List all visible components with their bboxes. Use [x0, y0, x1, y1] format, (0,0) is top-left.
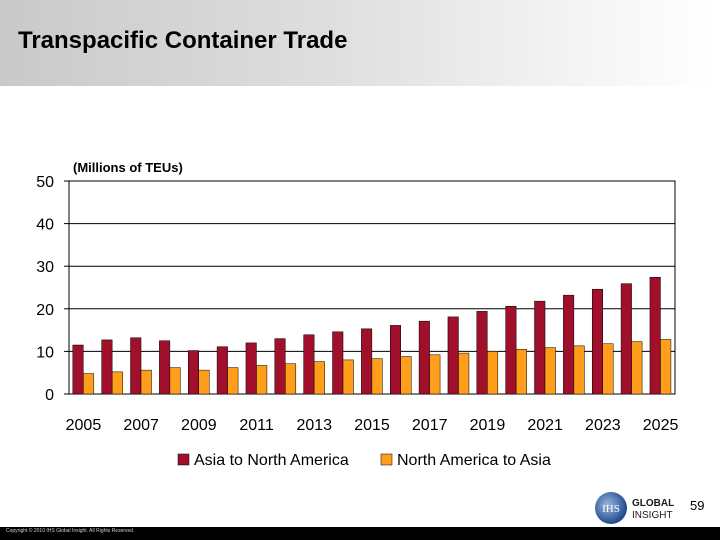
x-tick-label: 2015 [354, 417, 390, 434]
bar [660, 339, 672, 395]
y-tick-label: 20 [36, 302, 54, 319]
logo-badge: IHS [602, 503, 620, 515]
bar [256, 365, 268, 395]
bar [631, 341, 643, 395]
bar [159, 340, 171, 395]
legend-swatch [380, 453, 393, 466]
page-number: 59 [690, 498, 705, 513]
bar [476, 311, 488, 395]
bar [534, 300, 546, 395]
bar [429, 354, 441, 395]
bar [591, 288, 603, 395]
legend-label: Asia to North America [194, 452, 349, 469]
x-tick-label: 2017 [412, 417, 448, 434]
bar [487, 351, 499, 395]
copyright-text: Copyright © 2010 IHS Global Insight. All… [6, 528, 135, 534]
globe-icon [595, 492, 627, 524]
x-tick-label: 2007 [123, 417, 159, 434]
bar [72, 344, 84, 395]
x-tick-label: 2011 [239, 417, 274, 434]
x-tick-label: 2005 [66, 417, 102, 434]
bar [371, 358, 383, 395]
bar [544, 347, 556, 395]
y-tick-label: 10 [36, 344, 54, 361]
x-tick-label: 2025 [643, 417, 679, 434]
bar [227, 367, 239, 395]
bar [169, 367, 181, 395]
bar [447, 316, 459, 395]
bar [198, 369, 210, 395]
bar [400, 356, 412, 395]
y-tick-label: 0 [45, 387, 54, 404]
bar [245, 342, 257, 395]
bar [620, 283, 632, 395]
bar [418, 320, 430, 395]
bar [458, 352, 470, 395]
x-tick-label: 2013 [296, 417, 332, 434]
bar [361, 328, 373, 395]
slide-title: Transpacific Container Trade [18, 27, 348, 54]
bar [216, 346, 228, 395]
x-tick-label: 2023 [585, 417, 621, 434]
y-tick-label: 40 [36, 217, 54, 234]
bar-chart: 0 10 20 30 40 50 (Millions of TEUs) 2005 2007 200… [36, 160, 679, 469]
legend-label: North America to Asia [397, 452, 551, 469]
x-tick-label: 2019 [470, 417, 506, 434]
bar [313, 361, 325, 395]
bar [83, 373, 95, 395]
bar [515, 349, 527, 395]
y-tick-label: 30 [36, 259, 54, 276]
y-tick-label: 50 [36, 174, 54, 191]
bar [505, 305, 517, 395]
bar [130, 337, 142, 395]
footer-bar: Copyright © 2010 IHS Global Insight. All… [0, 527, 720, 540]
bar [187, 350, 199, 395]
bar [389, 325, 401, 395]
logo-text-insight: INSIGHT [632, 510, 673, 521]
y-axis-label: (Millions of TEUs) [73, 160, 183, 175]
bar [342, 359, 354, 395]
bar [573, 345, 585, 395]
bar [111, 371, 123, 395]
bar [101, 339, 113, 395]
bar [649, 277, 661, 395]
bar [285, 363, 297, 395]
bar [274, 338, 286, 395]
bar [563, 294, 575, 395]
global-insight-logo: IHS GLOBAL INSIGHT [595, 492, 674, 524]
bar [140, 369, 152, 395]
logo-text-global: GLOBAL [632, 498, 674, 509]
x-tick-label: 2021 [527, 417, 563, 434]
legend-swatch [177, 453, 190, 466]
bar [602, 343, 614, 395]
bar [303, 334, 315, 395]
x-tick-label: 2009 [181, 417, 217, 434]
bar [332, 331, 344, 395]
header-band [0, 0, 720, 86]
